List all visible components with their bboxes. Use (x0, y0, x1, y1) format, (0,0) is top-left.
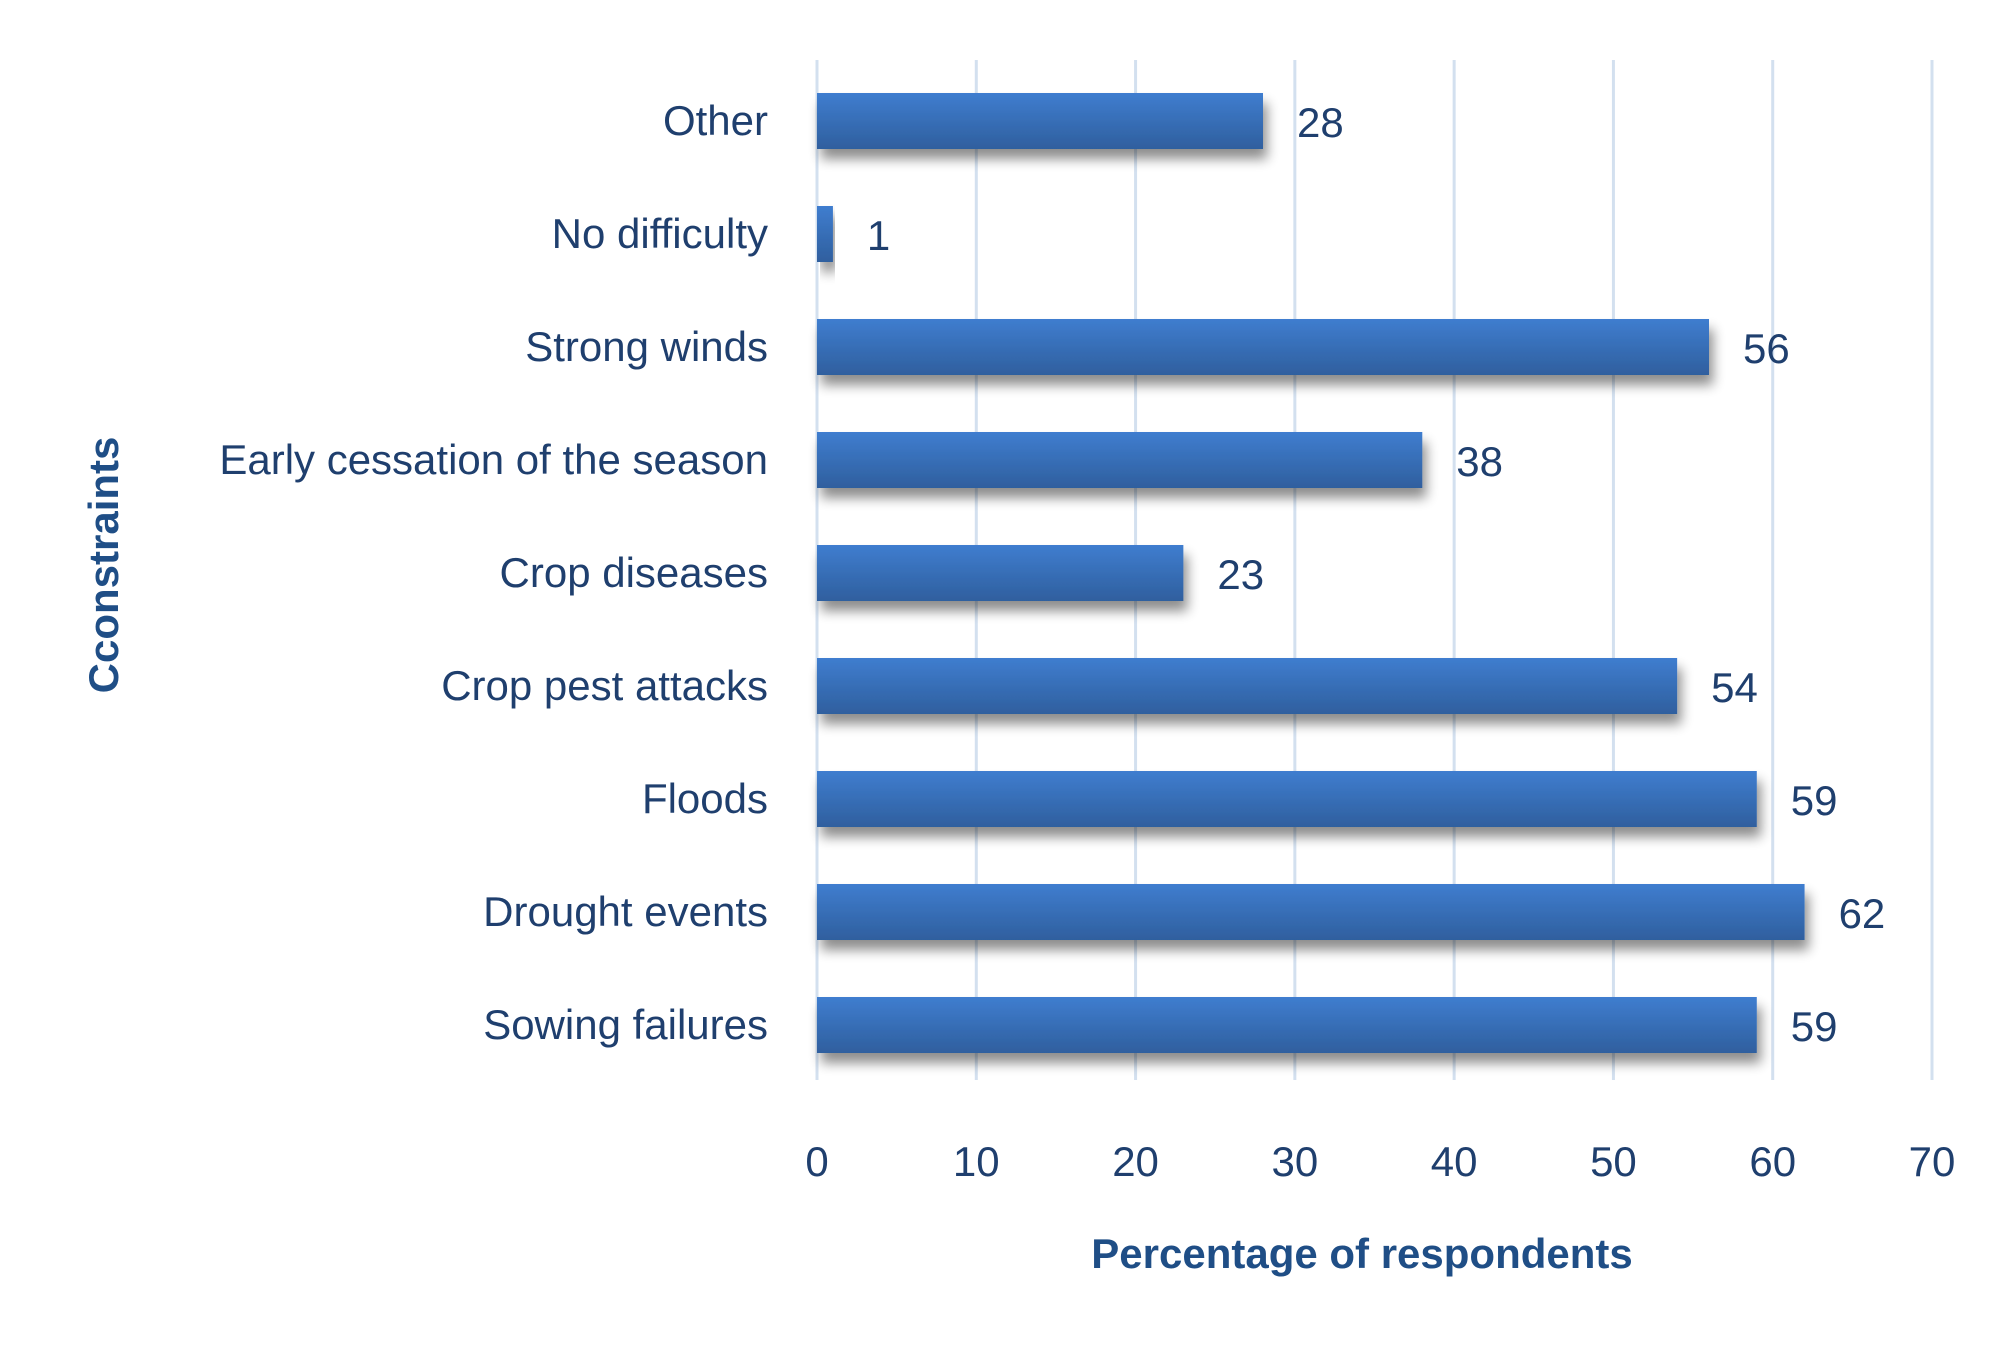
category-label: Crop pest attacks (441, 662, 768, 709)
x-tick-label: 40 (1431, 1138, 1478, 1185)
x-tick-label: 60 (1749, 1138, 1796, 1185)
bar (817, 658, 1678, 714)
data-label: 28 (1297, 99, 1344, 146)
labels: 0 10 20 30 40 50 60 70 Other 28 No difficulty 1 Stro… (219, 97, 1955, 1185)
category-label: Floods (642, 775, 768, 822)
data-label: 23 (1217, 551, 1264, 598)
category-label: Crop diseases (500, 549, 768, 596)
data-label: 54 (1711, 664, 1758, 711)
x-tick-label: 70 (1909, 1138, 1956, 1185)
category-label: Early cessation of the season (219, 436, 768, 483)
bar (817, 93, 1263, 149)
x-tick-label: 10 (953, 1138, 1000, 1185)
bar (817, 771, 1757, 827)
data-label: 62 (1839, 890, 1886, 937)
x-tick-label: 20 (1112, 1138, 1159, 1185)
category-label: Strong winds (525, 323, 768, 370)
category-label: Other (663, 97, 768, 144)
bar (817, 206, 833, 262)
bar (817, 319, 1709, 375)
data-label: 38 (1456, 438, 1503, 485)
bar (817, 997, 1757, 1053)
x-tick-label: 50 (1590, 1138, 1637, 1185)
category-label: No difficulty (552, 210, 768, 257)
x-tick-label: 30 (1271, 1138, 1318, 1185)
x-axis-title: Percentage of respondents (1091, 1230, 1632, 1277)
category-label: Drought events (483, 888, 768, 935)
data-label: 56 (1743, 325, 1790, 372)
bar (817, 432, 1423, 488)
y-axis-title: Cconstraints (80, 437, 127, 694)
bars (817, 93, 1805, 1053)
data-label: 59 (1791, 1003, 1838, 1050)
data-label: 1 (867, 212, 890, 259)
x-tick-label: 0 (805, 1138, 828, 1185)
category-label: Sowing failures (483, 1001, 768, 1048)
data-label: 59 (1791, 777, 1838, 824)
bar (817, 545, 1184, 601)
bar (817, 884, 1805, 940)
